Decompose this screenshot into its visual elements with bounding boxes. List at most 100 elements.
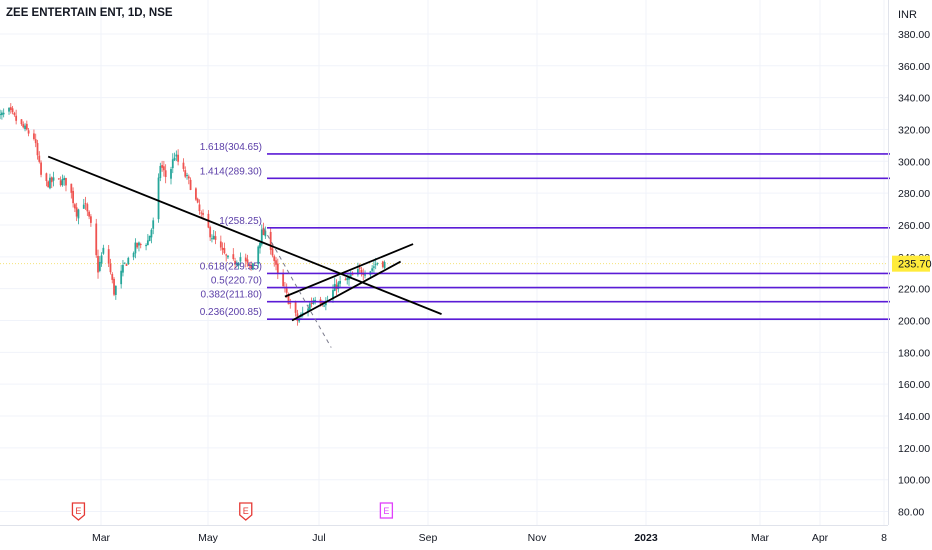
candle-body xyxy=(1,112,3,116)
candle-body xyxy=(70,183,73,193)
fibonacci-levels[interactable]: 1.618(304.65) 1.414(289.30) 1(258.25) 0.618… xyxy=(200,142,890,320)
candle-body xyxy=(63,177,66,181)
candle-body xyxy=(2,112,5,115)
candle-body xyxy=(164,170,167,178)
candle-body xyxy=(33,133,35,140)
candle-body xyxy=(139,244,142,246)
earnings-e-icon[interactable]: E xyxy=(379,502,394,519)
symbol-title: ZEE ENTERTAIN ENT, 1D, NSE xyxy=(6,7,173,19)
candle-body xyxy=(145,244,147,247)
earnings-badge-shape xyxy=(71,502,86,521)
candle-body xyxy=(209,227,212,238)
candle-body xyxy=(364,274,366,276)
candle-body xyxy=(98,261,101,271)
candle-body xyxy=(200,212,203,214)
x-tick-label: Apr xyxy=(812,532,829,544)
candle-body xyxy=(337,282,340,290)
candle-body xyxy=(65,177,67,186)
candle-body xyxy=(323,305,325,307)
candle-body xyxy=(11,108,14,113)
candle-body xyxy=(125,264,128,266)
candle-body xyxy=(88,211,91,217)
fib-level-label: 1.618(304.65) xyxy=(200,142,262,153)
y-tick-label: 380.00 xyxy=(898,29,930,41)
candle-body xyxy=(162,166,165,171)
earnings-e-icon[interactable]: E xyxy=(71,502,86,521)
earnings-label: E xyxy=(383,506,389,516)
candle-body xyxy=(97,255,99,273)
candle-body xyxy=(40,162,42,175)
trend-line-downtrend[interactable] xyxy=(47,155,442,315)
candle-body xyxy=(148,235,151,242)
candle-body xyxy=(360,269,363,274)
grid-lines xyxy=(0,0,888,525)
candle-body xyxy=(146,240,149,246)
candle-body xyxy=(346,277,349,281)
candle-body xyxy=(20,119,23,125)
y-tick-label: 200.00 xyxy=(898,316,930,328)
candle-body xyxy=(262,227,265,236)
candle-body xyxy=(211,238,213,240)
last-price-tag-bg xyxy=(892,255,930,272)
candle-body xyxy=(273,256,276,262)
candle-body xyxy=(150,229,153,238)
trend-lines[interactable] xyxy=(47,155,442,348)
candle-body xyxy=(349,274,352,277)
candle-body xyxy=(109,263,112,273)
trend-line-wedge-upper[interactable] xyxy=(284,243,414,298)
trend-line-wedge-lower[interactable] xyxy=(291,260,402,322)
candle-body xyxy=(221,247,224,250)
time-axis[interactable]: Mar May Jul Sep Nov 2023 Mar Apr 8 xyxy=(0,525,888,545)
candle-body xyxy=(184,170,187,177)
earnings-badge-shape xyxy=(239,502,253,521)
last-price-value: 235.70 xyxy=(898,259,932,271)
candle-body xyxy=(307,308,309,313)
candle-body xyxy=(47,181,50,188)
candle-body xyxy=(246,259,249,263)
fib-level-label: 0.618(229.55) xyxy=(200,261,262,272)
x-tick-label: Jul xyxy=(312,532,325,544)
candle-body xyxy=(24,125,26,130)
candle-body xyxy=(244,257,247,262)
candle-body xyxy=(38,155,41,162)
candle-body xyxy=(250,264,252,269)
candle-body xyxy=(344,279,347,281)
trend-line-projection[interactable] xyxy=(263,227,332,348)
candle-body xyxy=(15,115,18,121)
candle-body xyxy=(260,229,263,245)
fib-level-label: 1(258.25) xyxy=(219,216,262,227)
candle-body xyxy=(161,165,163,168)
candle-body xyxy=(50,177,53,183)
candle-body xyxy=(285,288,288,293)
earnings-e-icon[interactable]: E xyxy=(239,502,253,521)
candle-body xyxy=(332,290,334,300)
candle-body xyxy=(373,266,375,268)
candle-body xyxy=(202,213,204,215)
candle-body xyxy=(198,204,201,212)
y-tick-label: 160.00 xyxy=(898,379,930,391)
candle-body xyxy=(84,203,87,205)
candle-body xyxy=(227,255,229,258)
candle-body xyxy=(371,268,374,271)
candle-body xyxy=(86,204,89,212)
candle-body xyxy=(275,260,277,265)
candle-body xyxy=(25,123,28,130)
y-tick-label: 300.00 xyxy=(898,156,930,168)
candle-body xyxy=(120,270,123,285)
x-tick-label: 2023 xyxy=(634,532,658,544)
candle-body xyxy=(187,176,190,179)
candle-body xyxy=(301,312,304,314)
candle-body xyxy=(123,262,126,264)
candle-body xyxy=(251,263,254,270)
candle-body xyxy=(276,263,279,273)
candle-body xyxy=(138,242,140,246)
candle-body xyxy=(223,248,226,254)
candle-body xyxy=(310,303,313,305)
candle-body xyxy=(75,207,78,217)
candle-body xyxy=(132,253,135,258)
y-tick-label: 360.00 xyxy=(898,61,930,73)
y-tick-label: 280.00 xyxy=(898,188,930,200)
candle-body xyxy=(122,264,124,273)
